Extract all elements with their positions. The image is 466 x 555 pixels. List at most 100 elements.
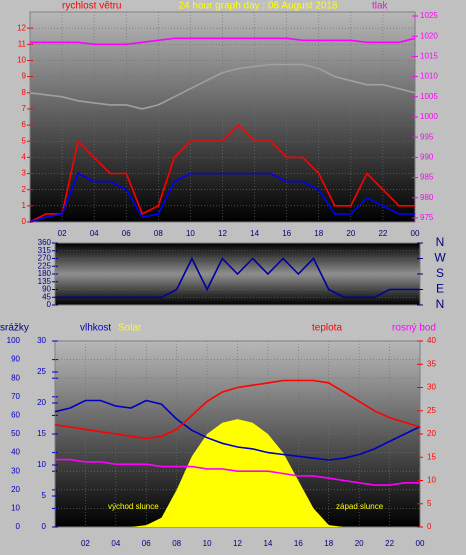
y2-tick-label: N <box>436 297 445 311</box>
area <box>55 419 420 527</box>
x-tick-label: 16 <box>282 229 291 238</box>
x-tick-label: 10 <box>203 539 212 548</box>
x-tick-label: 04 <box>111 539 120 548</box>
y2-tick-label: 35 <box>427 359 436 368</box>
x-tick-label: 20 <box>346 229 355 238</box>
y2-tick-label: 1010 <box>420 72 438 81</box>
x-tick-label: 22 <box>385 539 394 548</box>
y2-tick-label: 1005 <box>420 92 438 101</box>
y2-tick-label: 995 <box>420 132 434 141</box>
y-label: rychlost větru <box>62 1 121 12</box>
y2-tick-label: 1020 <box>420 31 438 40</box>
x-tick-label: 12 <box>233 539 242 548</box>
x-tick-label: 10 <box>186 229 195 238</box>
legend-label: teplota <box>312 323 342 334</box>
y3-tick-label: 30 <box>37 336 46 345</box>
y-tick-label: 12 <box>17 23 26 32</box>
y-tick-label: 40 <box>11 448 20 457</box>
y-tick-label: 10 <box>17 56 26 65</box>
y-tick-label: 270 <box>38 254 52 263</box>
annotation: západ slunce <box>336 502 384 511</box>
y-tick-label: 1 <box>22 201 27 210</box>
y2-label: tlak <box>372 1 389 12</box>
y-tick-label: 6 <box>22 120 27 129</box>
y3-tick-label: 15 <box>37 429 46 438</box>
y-tick-label: 10 <box>11 504 20 513</box>
y2-tick-label: 0 <box>427 522 432 531</box>
y2-tick-label: 25 <box>427 406 436 415</box>
x-tick-label: 18 <box>324 539 333 548</box>
line <box>29 172 415 223</box>
y2-tick-label: 40 <box>427 336 436 345</box>
y-tick-label: 80 <box>11 373 20 382</box>
x-tick-label: 22 <box>378 229 387 238</box>
y-tick-label: 0 <box>47 300 52 309</box>
y2-tick-label: 975 <box>420 213 434 222</box>
x-tick-label: 02 <box>81 539 90 548</box>
x-tick-label: 06 <box>122 229 131 238</box>
x-tick-label: 08 <box>154 229 163 238</box>
y3-tick-label: 25 <box>37 367 46 376</box>
y2-tick-label: 1000 <box>420 112 438 121</box>
y-tick-label: 7 <box>22 104 27 113</box>
y2-tick-label: 1025 <box>420 11 438 20</box>
y-tick-label: 100 <box>7 336 21 345</box>
line <box>30 37 416 46</box>
y2-tick-label: 20 <box>427 429 436 438</box>
line <box>54 379 421 440</box>
y2-tick-label: 15 <box>427 452 436 461</box>
y2-tick-label: 5 <box>427 499 432 508</box>
y-tick-label: 360 <box>38 238 52 247</box>
y2-tick-label: 985 <box>420 173 434 182</box>
y2-tick-label: E <box>436 282 444 296</box>
line <box>29 63 416 110</box>
x-tick-label: 04 <box>90 229 99 238</box>
x-tick-label: 20 <box>355 539 364 548</box>
y2-tick-label: 980 <box>420 193 434 202</box>
y-tick-label: 180 <box>38 269 52 278</box>
y2-tick-label: 30 <box>427 383 436 392</box>
y-tick-label: 70 <box>11 392 20 401</box>
y-tick-label: 45 <box>42 292 51 301</box>
y-tick-label: 90 <box>42 285 51 294</box>
y-tick-label: 60 <box>11 411 20 420</box>
x-tick-label: 02 <box>58 229 67 238</box>
y2-tick-label: S <box>436 266 444 280</box>
line <box>55 256 420 299</box>
y-tick-label: 2 <box>22 185 27 194</box>
y-tick-label: 11 <box>18 39 27 48</box>
y2-tick-label: W <box>434 251 446 265</box>
legend-label: vlhkost <box>80 323 111 334</box>
y-tick-label: 0 <box>22 217 27 226</box>
y-tick-label: 30 <box>11 466 20 475</box>
x-tick-label: 00 <box>411 229 420 238</box>
y-tick-label: 0 <box>16 522 21 531</box>
y-label: srážky <box>0 323 29 334</box>
x-tick-label: 14 <box>250 229 259 238</box>
line <box>29 123 415 223</box>
legend-label: Solar <box>118 323 142 334</box>
y3-tick-label: 5 <box>42 491 47 500</box>
annotation: východ slunce <box>108 502 159 511</box>
y-tick-label: 3 <box>22 169 27 178</box>
title: 24 hour graph day : 06 August 2018 <box>178 1 337 12</box>
y3-tick-label: 10 <box>37 460 46 469</box>
y-tick-label: 5 <box>22 136 27 145</box>
y3-tick-label: 20 <box>37 398 46 407</box>
line <box>54 399 421 461</box>
x-tick-label: 12 <box>218 229 227 238</box>
y-tick-label: 8 <box>22 88 27 97</box>
y2-tick-label: 990 <box>420 152 434 161</box>
y2-tick-label: N <box>436 235 445 249</box>
x-tick-label: 14 <box>263 539 272 548</box>
x-tick-label: 16 <box>294 539 303 548</box>
line <box>55 458 420 486</box>
x-tick-label: 06 <box>142 539 151 548</box>
y-tick-label: 90 <box>11 355 20 364</box>
y-tick-label: 135 <box>38 277 52 286</box>
y-tick-label: 4 <box>22 152 27 161</box>
y2-tick-label: 1015 <box>420 52 438 61</box>
x-tick-label: 18 <box>314 229 323 238</box>
y-tick-label: 225 <box>38 261 52 270</box>
